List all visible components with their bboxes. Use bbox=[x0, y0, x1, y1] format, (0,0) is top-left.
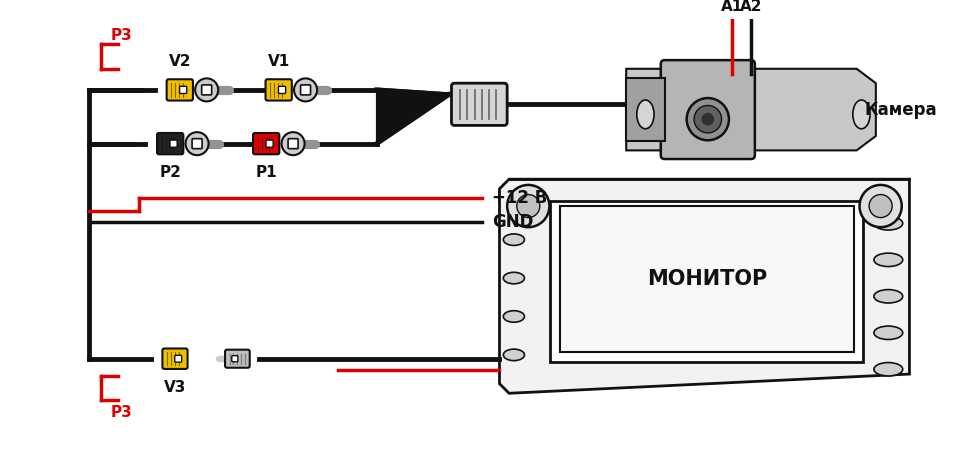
Text: GND: GND bbox=[492, 213, 533, 231]
Text: Камера: Камера bbox=[864, 101, 937, 118]
Ellipse shape bbox=[874, 217, 902, 230]
FancyBboxPatch shape bbox=[192, 139, 202, 149]
Polygon shape bbox=[626, 69, 876, 151]
Text: V2: V2 bbox=[169, 54, 191, 69]
FancyBboxPatch shape bbox=[266, 79, 292, 101]
FancyBboxPatch shape bbox=[202, 85, 211, 95]
Circle shape bbox=[507, 185, 549, 227]
Text: МОНИТОР: МОНИТОР bbox=[647, 269, 767, 289]
FancyBboxPatch shape bbox=[167, 79, 193, 101]
FancyBboxPatch shape bbox=[660, 60, 755, 159]
FancyBboxPatch shape bbox=[231, 356, 238, 362]
Ellipse shape bbox=[503, 311, 524, 322]
FancyBboxPatch shape bbox=[225, 350, 250, 368]
Text: V1: V1 bbox=[268, 54, 290, 69]
Circle shape bbox=[859, 185, 901, 227]
Ellipse shape bbox=[874, 362, 902, 376]
Circle shape bbox=[294, 78, 317, 101]
FancyBboxPatch shape bbox=[266, 140, 274, 147]
Polygon shape bbox=[560, 206, 853, 352]
Polygon shape bbox=[550, 201, 863, 362]
Circle shape bbox=[281, 132, 304, 155]
Text: +12 В: +12 В bbox=[492, 189, 547, 207]
FancyBboxPatch shape bbox=[175, 355, 181, 362]
Ellipse shape bbox=[874, 290, 902, 303]
Ellipse shape bbox=[874, 253, 902, 267]
FancyBboxPatch shape bbox=[288, 139, 298, 149]
Ellipse shape bbox=[852, 100, 870, 129]
Text: P1: P1 bbox=[255, 165, 277, 180]
Circle shape bbox=[702, 113, 714, 126]
Polygon shape bbox=[499, 179, 909, 393]
Ellipse shape bbox=[503, 349, 524, 361]
Text: A2: A2 bbox=[740, 0, 762, 14]
Text: V3: V3 bbox=[164, 380, 186, 395]
FancyBboxPatch shape bbox=[451, 83, 507, 126]
Ellipse shape bbox=[503, 234, 524, 245]
Text: P2: P2 bbox=[159, 165, 181, 180]
Ellipse shape bbox=[636, 100, 654, 129]
Circle shape bbox=[686, 98, 729, 140]
Circle shape bbox=[869, 194, 892, 218]
Circle shape bbox=[195, 78, 218, 101]
Text: P3: P3 bbox=[110, 28, 132, 42]
Text: P3: P3 bbox=[110, 405, 132, 420]
FancyBboxPatch shape bbox=[278, 86, 286, 93]
FancyBboxPatch shape bbox=[300, 85, 310, 95]
Polygon shape bbox=[626, 78, 664, 141]
Polygon shape bbox=[376, 88, 448, 145]
Text: A1: A1 bbox=[721, 0, 743, 14]
FancyBboxPatch shape bbox=[170, 140, 178, 147]
Circle shape bbox=[694, 105, 722, 133]
Circle shape bbox=[516, 194, 540, 218]
Circle shape bbox=[185, 132, 208, 155]
FancyBboxPatch shape bbox=[162, 348, 187, 369]
Ellipse shape bbox=[503, 272, 524, 284]
Ellipse shape bbox=[874, 326, 902, 339]
FancyBboxPatch shape bbox=[180, 86, 187, 93]
FancyBboxPatch shape bbox=[253, 133, 279, 154]
FancyBboxPatch shape bbox=[157, 133, 183, 154]
